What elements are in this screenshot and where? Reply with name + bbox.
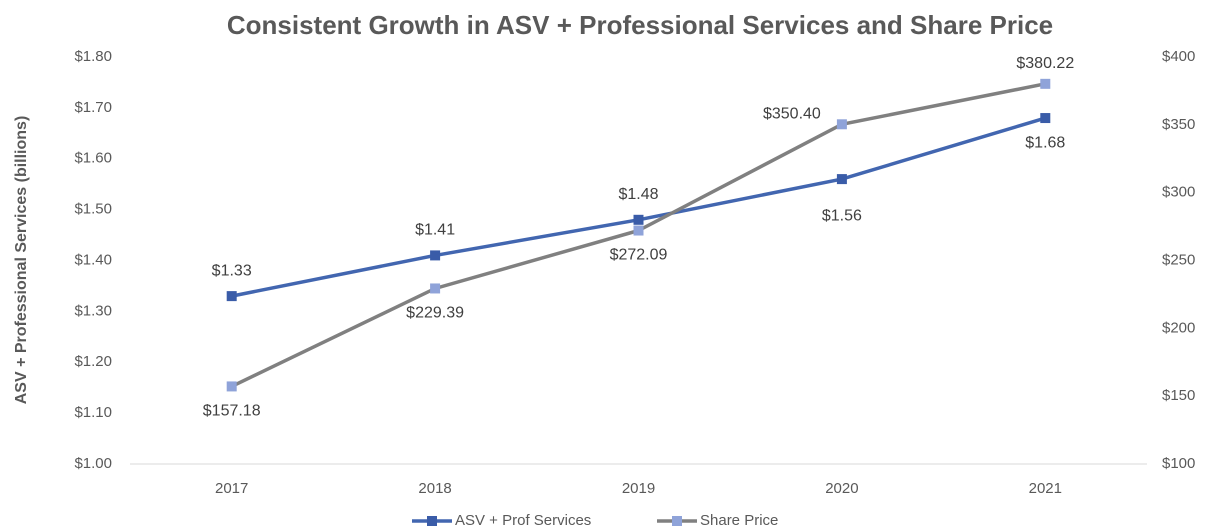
y-tick-label: $1.00 (74, 455, 112, 472)
data-label: $229.39 (406, 305, 464, 322)
marker (430, 283, 441, 294)
y-tick-label: $1.40 (74, 251, 112, 268)
marker (633, 214, 644, 225)
data-label: $380.22 (1016, 55, 1074, 72)
data-label: $1.48 (618, 186, 658, 203)
x-tick-label: 2019 (622, 480, 655, 497)
data-label: $1.41 (415, 222, 455, 239)
marker (430, 250, 441, 261)
y2-tick-label: $250 (1162, 251, 1195, 268)
y2-tick-label: $150 (1162, 387, 1195, 404)
legend-label: Share Price (700, 512, 778, 529)
marker (1040, 113, 1051, 124)
data-label: $272.09 (610, 247, 668, 264)
y2-tick-label: $300 (1162, 184, 1195, 201)
marker (836, 174, 847, 185)
y-tick-label: $1.10 (74, 404, 112, 421)
marker (226, 381, 237, 392)
data-label: $157.18 (203, 403, 261, 420)
data-label: $350.40 (763, 106, 821, 123)
x-tick-label: 2021 (1029, 480, 1062, 497)
y-axis-title: ASV + Professional Services (billions) (13, 116, 30, 405)
y-tick-label: $1.20 (74, 353, 112, 370)
y-tick-label: $1.30 (74, 302, 112, 319)
data-label: $1.68 (1025, 134, 1065, 151)
x-tick-label: 2018 (418, 480, 451, 497)
marker (836, 119, 847, 130)
y-tick-label: $1.50 (74, 201, 112, 218)
y2-tick-label: $200 (1162, 319, 1195, 336)
y2-tick-label: $350 (1162, 116, 1195, 133)
chart-title: Consistent Growth in ASV + Professional … (227, 10, 1053, 40)
y-tick-label: $1.70 (74, 99, 112, 116)
marker (1040, 78, 1051, 89)
x-tick-label: 2017 (215, 480, 248, 497)
x-tick-label: 2020 (825, 480, 858, 497)
marker (633, 225, 644, 236)
legend-marker (427, 516, 437, 526)
data-label: $1.33 (212, 262, 252, 279)
marker (226, 291, 237, 302)
y-tick-label: $1.80 (74, 48, 112, 65)
y2-tick-label: $400 (1162, 48, 1195, 65)
data-label: $1.56 (822, 207, 862, 224)
series-line (231, 116, 1046, 298)
y2-tick-label: $100 (1162, 455, 1195, 472)
y-tick-label: $1.60 (74, 150, 112, 167)
legend-marker (672, 516, 682, 526)
legend-label: ASV + Prof Services (455, 512, 591, 529)
